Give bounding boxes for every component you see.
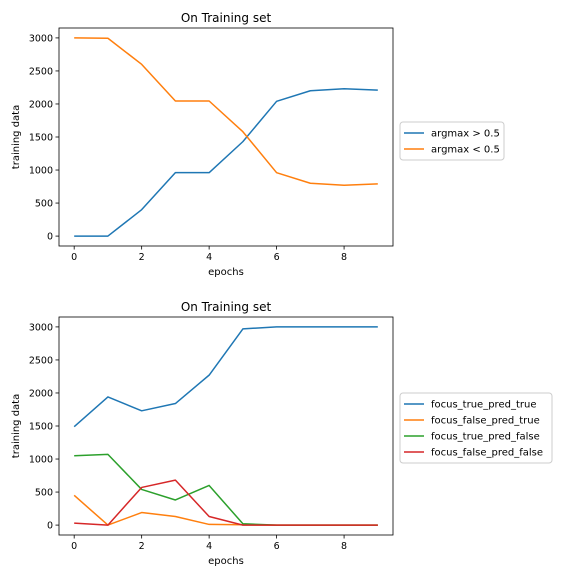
legend: argmax > 0.5 argmax < 0.5 [399, 121, 505, 161]
legend-label: focus_true_pred_false [431, 432, 540, 443]
x-tick-label: 0 [71, 252, 77, 263]
x-tick-label: 4 [206, 541, 212, 552]
y-tick-label: 3000 [29, 33, 53, 44]
y-tick-label: 1000 [29, 166, 53, 177]
series-line-1 [74, 88, 378, 237]
y-tick-label: 2000 [29, 99, 53, 110]
x-tick-label: 0 [71, 541, 77, 552]
y-tick-label: 0 [47, 232, 53, 243]
x-tick-label: 2 [139, 541, 145, 552]
y-tick-label: 1500 [29, 133, 53, 144]
y-tick-label: 3000 [29, 322, 53, 333]
x-tick-label: 8 [341, 252, 347, 263]
subplot-2: 0 2 4 6 8 0 500 1000 1500 2000 2500 3000 On Training… [11, 300, 553, 567]
legend-box [399, 392, 553, 464]
series-line-3 [74, 453, 378, 526]
x-axis-label: epochs [208, 267, 244, 278]
x-tick-label: 8 [341, 541, 347, 552]
series-line-1 [73, 326, 378, 428]
y-tick-label: 500 [35, 488, 53, 499]
subplot-1: 0 2 4 6 8 0 500 1000 1500 2000 2500 3000 On Training… [11, 11, 505, 278]
y-tick-label: 0 [47, 521, 53, 532]
legend-label: focus_true_pred_true [431, 400, 536, 411]
y-axis-label: training data [11, 105, 22, 169]
legend: focus_true_pred_true focus_false_pred_tru… [399, 392, 553, 464]
y-tick-label: 2000 [29, 388, 53, 399]
series-line-4 [74, 479, 378, 526]
y-tick-label: 1000 [29, 455, 53, 466]
y-tick-label: 1500 [29, 422, 53, 433]
y-tick-label: 2500 [29, 355, 53, 366]
legend-label: argmax < 0.5 [431, 145, 500, 156]
x-tick-label: 6 [274, 252, 280, 263]
plot-frame [58, 27, 394, 247]
x-axis-label: epochs [208, 556, 244, 567]
x-tick-label: 4 [206, 252, 212, 263]
chart-title: On Training set [181, 300, 272, 314]
y-tick-label: 500 [35, 199, 53, 210]
chart-title: On Training set [181, 11, 272, 25]
series-line-2 [74, 37, 378, 186]
x-tick-label: 2 [139, 252, 145, 263]
plot-frame [58, 316, 394, 536]
legend-label: focus_false_pred_false [431, 448, 543, 459]
legend-box [399, 121, 505, 161]
y-axis-label: training data [11, 394, 22, 458]
legend-label: argmax > 0.5 [431, 129, 500, 140]
legend-label: focus_false_pred_true [431, 416, 540, 427]
y-tick-label: 2500 [29, 66, 53, 77]
x-tick-label: 6 [274, 541, 280, 552]
